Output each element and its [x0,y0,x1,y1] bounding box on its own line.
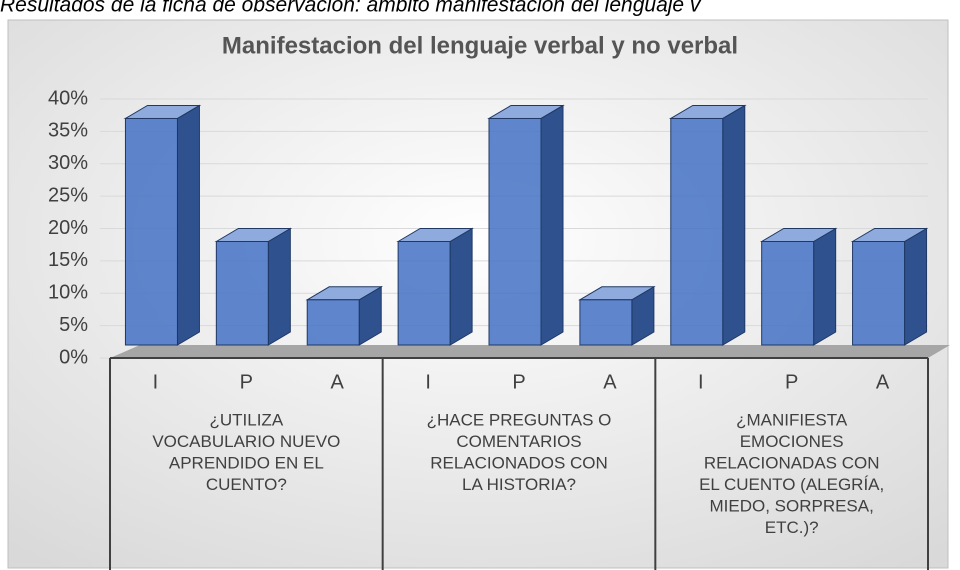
chart-title: Manifestacion del lenguaje verbal y no v… [222,32,738,59]
x-tick-label: A [876,371,890,393]
bar-side [813,227,837,346]
y-tick-label: 25% [48,184,88,206]
y-tick-label: 30% [48,152,88,174]
group-label: RELACIONADAS CON [704,453,880,472]
x-tick-label: P [240,371,253,393]
group-label: ETC.)? [765,518,819,537]
bar-side [904,227,928,346]
bar [306,299,360,346]
y-tick-label: 40% [48,87,88,109]
group-label: ¿HACE PREGUNTAS O [427,410,612,429]
group-label: COMENTARIOS [456,432,581,451]
x-tick-label: I [698,371,704,393]
bar [670,117,724,346]
group-label: RELACIONADOS CON [430,453,608,472]
group-label: APRENDIDO EN EL [169,453,324,472]
group-label: EL CUENTO (ALEGRÍA, [699,475,884,494]
y-tick-label: 0% [59,346,88,368]
group-label: ¿UTILIZA [209,410,283,429]
x-tick-label: P [512,371,525,393]
group-label: LA HISTORIA? [462,475,576,494]
group-label: VOCABULARIO NUEVO [152,432,340,451]
bar [852,241,906,346]
y-tick-label: 35% [48,120,88,142]
floor [110,345,950,358]
bar [124,117,178,346]
caption: Resultados de la ficha de observación: á… [0,0,702,17]
y-tick-label: 5% [59,314,88,336]
bar-side [540,104,564,346]
group-label: MIEDO, SORPRESA, [709,496,873,515]
y-tick-label: 20% [48,217,88,239]
y-tick-label: 15% [48,249,88,271]
bar-side [449,227,473,346]
group-label: ¿MANIFIESTA [736,410,848,429]
group-label: EMOCIONES [740,432,844,451]
bar-side [176,104,200,346]
x-tick-label: I [153,371,159,393]
bar-side [722,104,746,346]
x-tick-label: A [331,371,345,393]
y-tick-label: 10% [48,282,88,304]
bar [488,117,542,346]
x-tick-label: I [425,371,431,393]
bar [761,241,815,346]
x-tick-label: A [603,371,617,393]
x-tick-label: P [785,371,798,393]
group-label: CUENTO? [206,475,287,494]
bar-side [267,227,291,346]
bar [579,299,633,346]
bar [215,241,269,346]
bar [397,241,451,346]
